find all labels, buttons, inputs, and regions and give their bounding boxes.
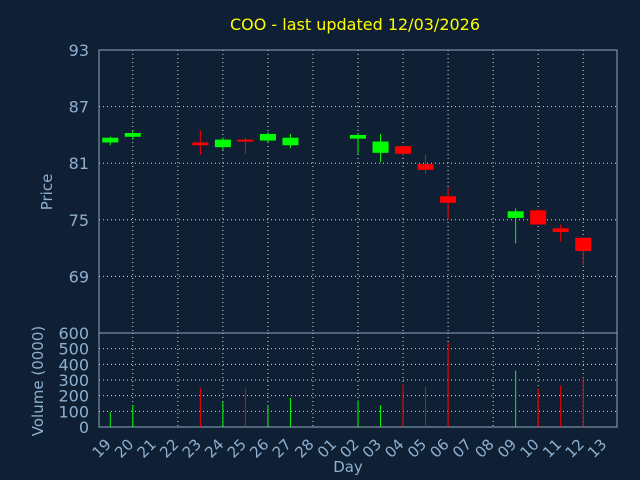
price-candles (102, 130, 592, 266)
price-tick-label: 93 (69, 41, 89, 60)
volume-tick-label: 200 (58, 387, 89, 406)
candle-body (259, 133, 276, 141)
candle-body (507, 211, 524, 218)
candle-body (214, 139, 231, 148)
candle-body (440, 196, 457, 203)
candle-body (237, 139, 254, 142)
volume-axis-label: Volume (0000) (29, 326, 47, 436)
gridlines (99, 49, 617, 427)
candle-body (417, 164, 434, 170)
candle-body (552, 228, 569, 233)
price-tick-label: 87 (69, 98, 89, 117)
price-tick-label: 75 (69, 211, 89, 230)
candle-body (395, 146, 412, 154)
volume-tick-label: 300 (58, 371, 89, 390)
candle-body (282, 137, 299, 146)
candle-body (124, 133, 141, 137)
candle-body (530, 210, 547, 225)
price-tick-label: 81 (69, 154, 89, 173)
candle-body (372, 141, 389, 153)
day-axis-label: Day (333, 458, 363, 476)
price-axis-ticks: 93 87 81 75 69 (69, 41, 89, 286)
chart-title: COO - last updated 12/03/2026 (230, 15, 480, 34)
candle-body (350, 134, 366, 139)
volume-tick-label: 600 (58, 324, 89, 343)
price-axis-label: Price (38, 174, 56, 211)
volume-bars (109, 342, 584, 427)
candle-body (575, 237, 592, 251)
candle-body (192, 142, 209, 146)
candle-body (102, 137, 119, 143)
volume-tick-label: 0 (79, 418, 89, 437)
volume-tick-label: 100 (58, 402, 89, 421)
day-tick-label: 13 (584, 435, 610, 461)
volume-tick-label: 400 (58, 355, 89, 374)
volume-tick-label: 500 (58, 340, 89, 359)
price-tick-label: 69 (69, 267, 89, 286)
